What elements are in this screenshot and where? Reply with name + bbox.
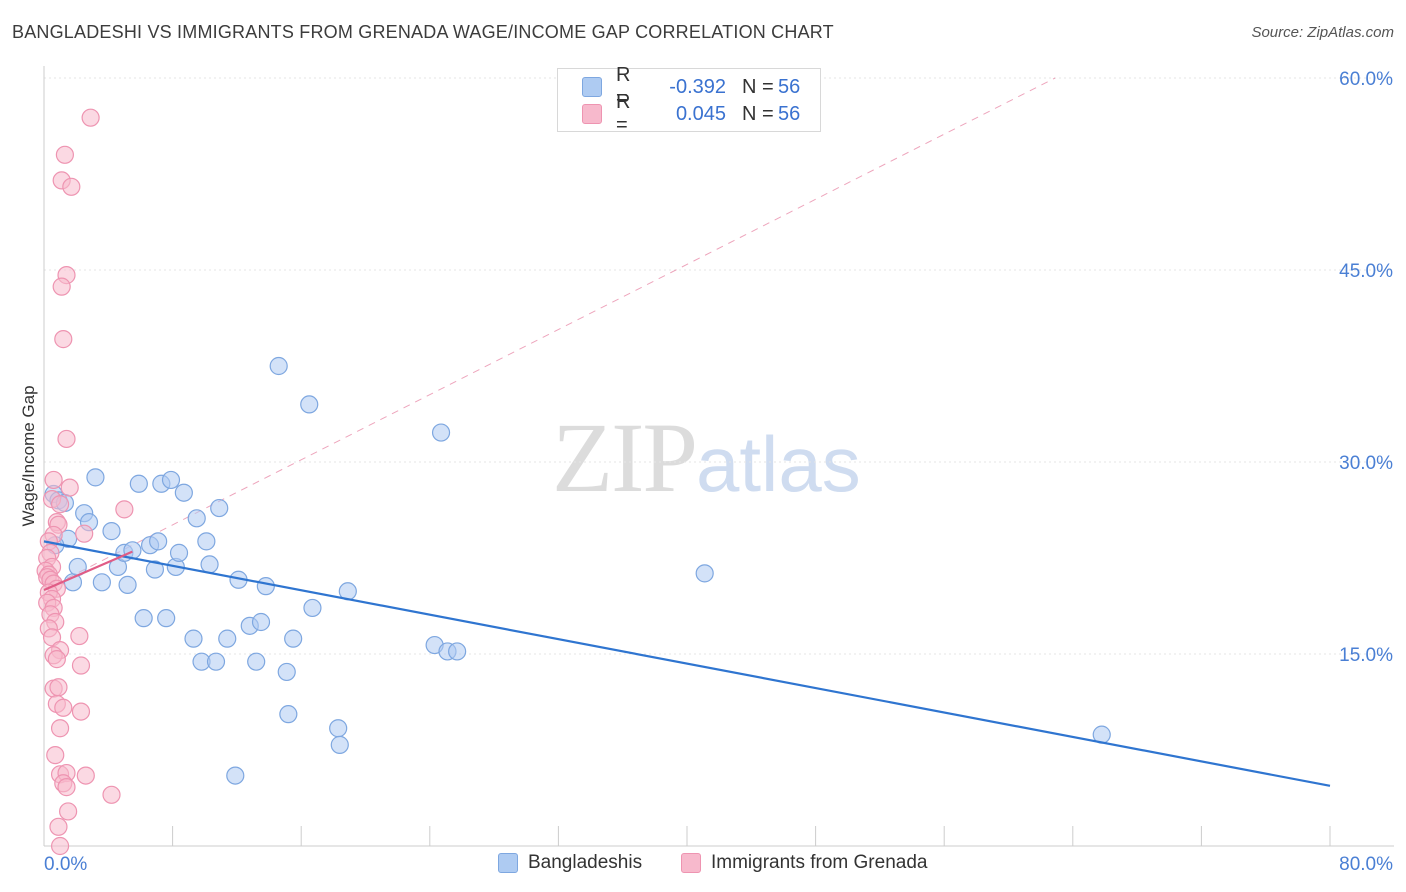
point-bangladeshis-22 (157, 609, 176, 628)
legend-swatch-blue (582, 77, 602, 97)
point-bangladeshis-53 (431, 423, 451, 442)
x-tick-label-1: 80.0% (1339, 854, 1393, 875)
point-bangladeshis-52 (448, 642, 467, 661)
point-grenada-45 (50, 719, 70, 738)
point-grenada-51 (57, 778, 76, 797)
point-bangladeshis-45 (300, 395, 319, 414)
point-bangladeshis-9 (86, 468, 105, 487)
point-grenada-38 (47, 650, 66, 669)
legend-n-value: 56 (778, 75, 801, 98)
legend-r-value: 0.045 (675, 102, 726, 125)
point-bangladeshis-44 (284, 629, 303, 648)
point-grenada-43 (54, 698, 73, 717)
legend-r-label: R = (616, 91, 631, 136)
series-label-grenada: Immigrants from Grenada (711, 852, 928, 873)
series-legend: Bangladeshis Immigrants from Grenada (0, 852, 1406, 878)
point-grenada-9 (60, 478, 79, 497)
point-bangladeshis-39 (251, 612, 271, 632)
point-bangladeshis-28 (187, 509, 206, 528)
point-grenada-39 (71, 656, 91, 675)
point-bangladeshis-41 (269, 356, 288, 376)
point-bangladeshis-23 (161, 470, 181, 490)
point-grenada-5 (52, 277, 71, 296)
legend-r-label: R = (616, 64, 631, 109)
y-tick-label-3: 60.0% (1339, 69, 1393, 90)
y-tick-label-0: 15.0% (1339, 645, 1393, 666)
series-label-bangladeshis: Bangladeshis (528, 852, 643, 873)
point-bangladeshis-10 (92, 573, 111, 592)
legend-swatch-pink (582, 104, 602, 124)
point-grenada-49 (76, 766, 95, 785)
point-bangladeshis-25 (169, 543, 189, 562)
point-grenada-46 (46, 746, 65, 765)
point-bangladeshis-27 (184, 629, 203, 648)
series-legend-grenada[interactable]: Immigrants from Grenada (681, 852, 927, 874)
series-swatch-blue (498, 853, 518, 873)
point-bangladeshis-48 (330, 735, 349, 754)
series-legend-bangladeshis[interactable]: Bangladeshis (498, 852, 642, 874)
legend-n-label: N = (742, 75, 774, 98)
point-grenada-55 (50, 836, 70, 856)
point-bangladeshis-42 (277, 662, 296, 682)
point-bangladeshis-26 (174, 483, 193, 502)
source-credit: Source: ZipAtlas.com (1251, 24, 1394, 41)
point-bangladeshis-46 (303, 598, 322, 618)
y-axis-label: Wage/Income Gap (19, 385, 38, 526)
series-swatch-pink (681, 853, 701, 873)
point-bangladeshis-11 (102, 522, 121, 541)
point-grenada-8 (44, 470, 63, 490)
point-grenada-16 (115, 500, 134, 519)
point-grenada-53 (59, 802, 78, 821)
point-grenada-54 (49, 817, 68, 836)
point-bangladeshis-38 (247, 652, 266, 671)
point-bangladeshis-47 (329, 719, 348, 738)
point-bangladeshis-35 (226, 766, 245, 785)
point-bangladeshis-20 (149, 532, 168, 551)
point-bangladeshis-17 (134, 609, 153, 628)
y-tick-label-1: 30.0% (1339, 453, 1393, 474)
point-grenada-11 (50, 495, 70, 514)
trendline-grenada (43, 550, 133, 592)
legend-row-grenada: R = 0.045 N = 56 (582, 91, 801, 136)
point-grenada-7 (57, 429, 76, 449)
y-tick-label-2: 45.0% (1339, 261, 1393, 282)
point-bangladeshis-40 (256, 577, 275, 596)
point-bangladeshis-34 (218, 629, 237, 648)
chart-title: BANGLADESHI VS IMMIGRANTS FROM GRENADA W… (12, 22, 834, 42)
point-grenada-3 (62, 177, 81, 196)
point-bangladeshis-32 (206, 652, 226, 671)
point-grenada-6 (54, 330, 73, 349)
point-bangladeshis-54 (695, 564, 714, 583)
point-grenada-52 (102, 785, 121, 804)
x-tick-label-0: 0.0% (44, 854, 87, 875)
trendline-bangladeshis (43, 540, 1331, 787)
point-grenada-0 (81, 108, 100, 127)
point-bangladeshis-33 (210, 498, 229, 518)
point-grenada-34 (42, 628, 62, 647)
point-bangladeshis-16 (129, 474, 148, 493)
legend-row-bangladeshis: R = -0.392 N = 56 (582, 64, 801, 109)
point-grenada-41 (49, 678, 68, 697)
point-grenada-1 (55, 145, 74, 164)
point-bangladeshis-43 (279, 705, 298, 724)
point-bangladeshis-31 (200, 555, 219, 574)
point-bangladeshis-14 (118, 575, 137, 594)
point-grenada-44 (71, 702, 91, 721)
point-grenada-15 (75, 524, 94, 543)
point-bangladeshis-19 (145, 560, 165, 579)
correlation-legend: R = -0.392 N = 56 R = 0.045 N = 56 (557, 64, 821, 136)
legend-r-value: -0.392 (669, 75, 726, 98)
point-bangladeshis-30 (197, 532, 216, 551)
legend-n-value: 56 (778, 102, 801, 125)
point-grenada-35 (70, 626, 89, 646)
legend-n-label: N = (742, 102, 774, 125)
